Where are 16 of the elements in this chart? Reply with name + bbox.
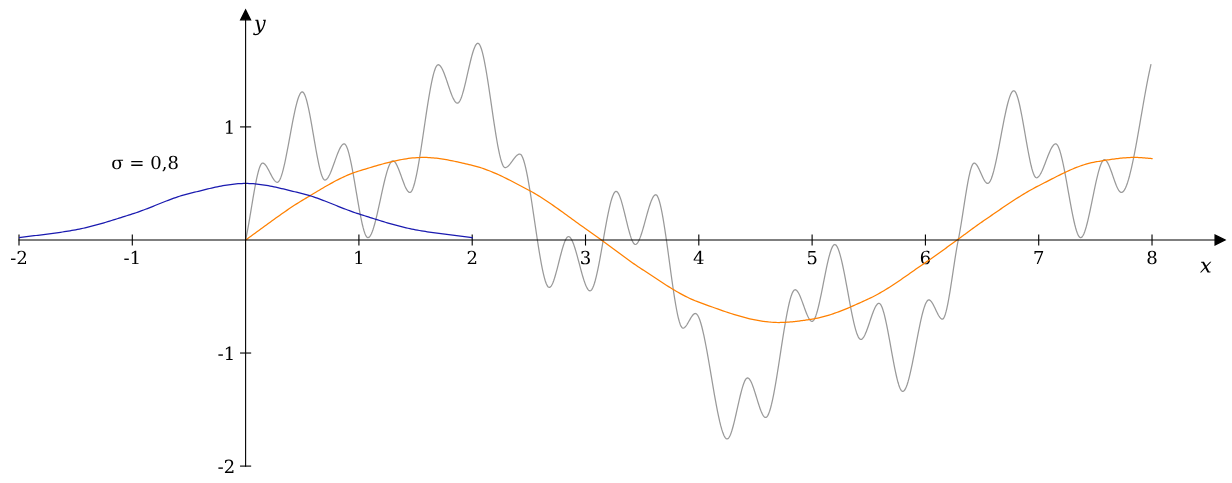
x-tick-label: 6 bbox=[920, 250, 931, 265]
y-tick-label: 1 bbox=[225, 120, 233, 134]
x-axis-title: x bbox=[1199, 261, 1212, 273]
x-tick-label: 4 bbox=[693, 250, 704, 265]
x-tick-label: -2 bbox=[11, 250, 27, 265]
x-tick-label: 7 bbox=[1034, 250, 1044, 265]
x-tick-label: 8 bbox=[1147, 250, 1157, 265]
x-tick-label: 5 bbox=[807, 250, 817, 265]
x-tick-label: 1 bbox=[355, 250, 363, 265]
y-tick-label: -2 bbox=[218, 459, 234, 473]
x-tick-label: 2 bbox=[467, 250, 477, 265]
x-tick-label: -1 bbox=[124, 250, 139, 265]
annotation: σ = 0,8 bbox=[112, 155, 178, 172]
y-axis-title: y bbox=[253, 19, 266, 36]
y-tick-label: -1 bbox=[218, 346, 233, 360]
x-tick-label: 3 bbox=[581, 250, 590, 265]
